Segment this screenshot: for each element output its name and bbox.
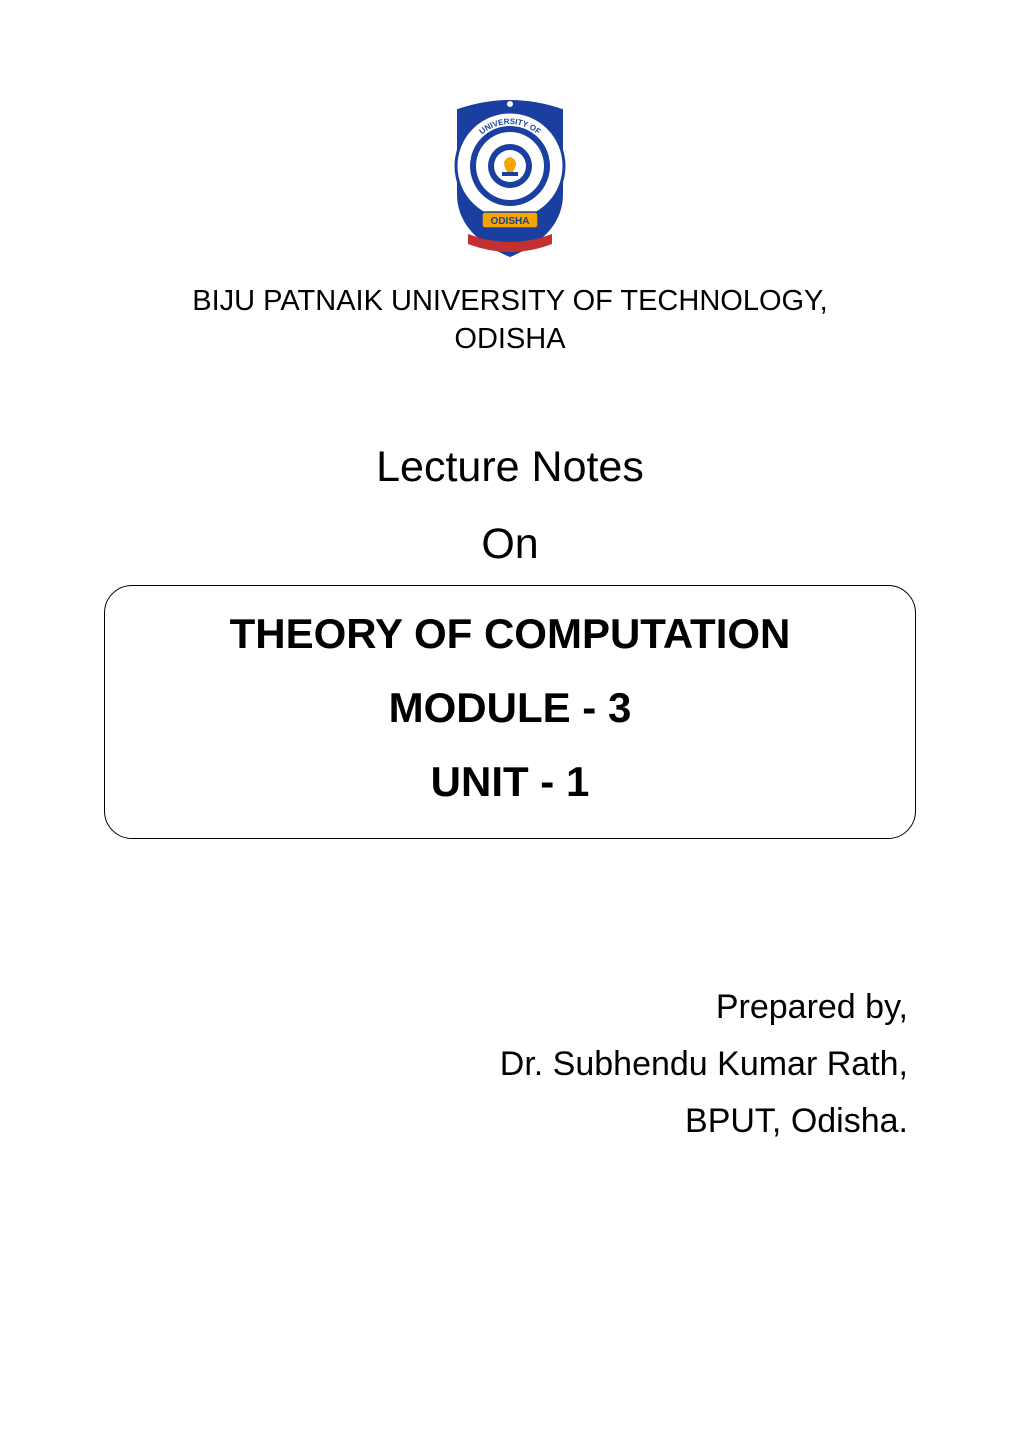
module-number: MODULE - 3	[125, 684, 895, 732]
lecture-notes-heading: Lecture Notes	[104, 443, 916, 492]
author-affiliation: BPUT, Odisha.	[104, 1093, 908, 1150]
on-label: On	[104, 520, 916, 569]
title-box: THEORY OF COMPUTATION MODULE - 3 UNIT - …	[104, 585, 916, 839]
university-logo: UNIVERSITY OF ODISHA	[438, 84, 582, 264]
author-block: Prepared by, Dr. Subhendu Kumar Rath, BP…	[104, 979, 916, 1150]
university-name-line2: ODISHA	[104, 320, 916, 358]
unit-number: UNIT - 1	[125, 758, 895, 806]
course-title: THEORY OF COMPUTATION	[125, 610, 895, 658]
logo-container: UNIVERSITY OF ODISHA	[104, 84, 916, 264]
prepared-by-label: Prepared by,	[104, 979, 908, 1036]
university-name-line1: BIJU PATNAIK UNIVERSITY OF TECHNOLOGY,	[104, 282, 916, 320]
university-name: BIJU PATNAIK UNIVERSITY OF TECHNOLOGY, O…	[104, 282, 916, 359]
author-name: Dr. Subhendu Kumar Rath,	[104, 1036, 908, 1093]
svg-text:ODISHA: ODISHA	[491, 216, 530, 227]
